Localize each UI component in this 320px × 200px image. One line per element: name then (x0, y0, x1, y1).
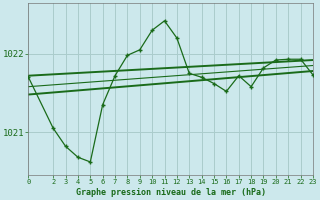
X-axis label: Graphe pression niveau de la mer (hPa): Graphe pression niveau de la mer (hPa) (76, 188, 266, 197)
